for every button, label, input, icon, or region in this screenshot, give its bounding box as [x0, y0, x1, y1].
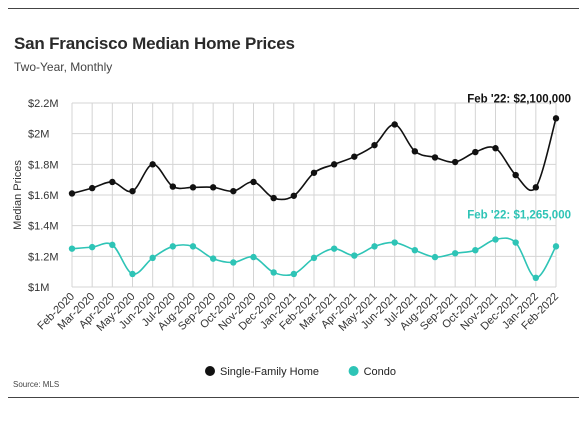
- data-point: [270, 194, 277, 202]
- data-point: [472, 148, 479, 156]
- data-point: [290, 192, 298, 199]
- data-point: [532, 184, 540, 191]
- top-rule: [8, 8, 579, 9]
- source-note: Source: MLS: [13, 380, 60, 389]
- data-point: [290, 270, 298, 278]
- data-point: [391, 239, 398, 246]
- data-point: [88, 243, 96, 251]
- legend-entry: Single-Family Home: [220, 366, 319, 378]
- data-point: [330, 245, 338, 252]
- data-point: [189, 184, 197, 191]
- data-point: [330, 161, 338, 168]
- data-point: [411, 247, 419, 254]
- data-point: [209, 255, 217, 262]
- chart-subtitle: Two-Year, Monthly: [14, 60, 113, 74]
- data-point: [451, 250, 459, 257]
- y-tick-label: $1.2M: [28, 251, 59, 263]
- data-point: [351, 153, 358, 160]
- data-point: [149, 254, 156, 262]
- y-tick-label: $2M: [28, 129, 49, 141]
- data-point: [169, 243, 177, 250]
- data-point: [431, 154, 439, 161]
- data-point: [230, 259, 237, 266]
- data-point: [230, 187, 237, 195]
- data-point: [371, 141, 378, 149]
- data-point: [391, 121, 398, 128]
- y-tick-label: $2.2M: [28, 98, 59, 110]
- data-point: [250, 178, 257, 186]
- data-point: [68, 245, 76, 252]
- data-point: [552, 243, 560, 250]
- data-point: [451, 158, 459, 166]
- data-point: [310, 169, 318, 176]
- data-point: [552, 115, 560, 122]
- data-point: [270, 269, 277, 276]
- y-tick-label: $1M: [28, 282, 49, 294]
- legend-swatch-single-family-home: [205, 366, 215, 376]
- data-point: [492, 145, 499, 152]
- data-point: [351, 252, 358, 259]
- data-point: [189, 243, 197, 250]
- annotation-label: Feb '22: $1,265,000: [467, 209, 571, 221]
- data-point: [68, 190, 76, 197]
- data-point: [371, 243, 378, 250]
- data-point: [169, 183, 177, 190]
- data-point: [431, 253, 439, 261]
- y-tick-label: $1.4M: [28, 221, 59, 233]
- data-point: [209, 184, 217, 191]
- data-point: [532, 274, 540, 281]
- data-point: [512, 171, 519, 179]
- y-axis-label: Median Prices: [12, 160, 24, 230]
- data-point: [129, 187, 136, 195]
- legend-swatch-condo: [348, 366, 359, 376]
- y-tick-label: $1.6M: [28, 190, 59, 202]
- data-point: [88, 184, 96, 192]
- chart-title: San Francisco Median Home Prices: [14, 34, 295, 53]
- data-point: [472, 247, 479, 254]
- y-tick-label: $1.8M: [28, 159, 59, 171]
- data-point: [411, 148, 419, 155]
- data-point: [149, 161, 156, 168]
- legend-entry: Condo: [364, 366, 396, 378]
- data-point: [310, 254, 318, 262]
- annotation-label: Feb '22: $2,100,000: [467, 93, 571, 105]
- data-point: [109, 178, 116, 186]
- data-point: [492, 236, 499, 243]
- bottom-rule: [8, 397, 579, 398]
- data-point: [109, 241, 116, 249]
- data-point: [129, 270, 136, 278]
- data-point: [250, 253, 257, 261]
- data-point: [512, 239, 519, 246]
